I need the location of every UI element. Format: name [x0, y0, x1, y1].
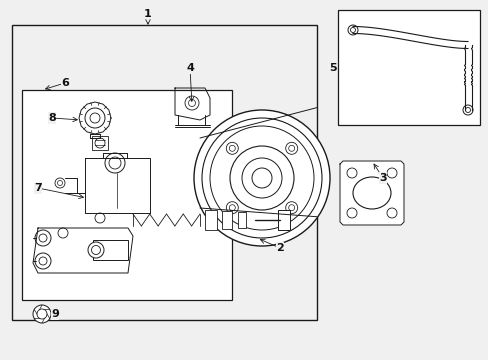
Circle shape	[202, 118, 321, 238]
Text: 7: 7	[34, 183, 42, 193]
Circle shape	[194, 110, 329, 246]
Text: 4: 4	[185, 63, 194, 73]
Text: 3: 3	[378, 173, 386, 183]
Circle shape	[209, 126, 313, 230]
Circle shape	[285, 202, 297, 214]
Circle shape	[35, 230, 51, 246]
Text: 5: 5	[328, 63, 336, 73]
Circle shape	[386, 208, 396, 218]
Circle shape	[462, 105, 472, 115]
Circle shape	[33, 305, 51, 323]
Bar	[222, 211, 231, 229]
Text: 8: 8	[48, 113, 56, 123]
Bar	[92, 136, 108, 150]
Circle shape	[95, 213, 105, 223]
Bar	[278, 210, 289, 230]
Circle shape	[35, 253, 51, 269]
Circle shape	[386, 168, 396, 178]
Circle shape	[184, 96, 199, 110]
Circle shape	[58, 228, 68, 238]
Polygon shape	[175, 88, 209, 120]
Circle shape	[229, 146, 293, 210]
Bar	[238, 212, 245, 228]
Circle shape	[88, 242, 104, 258]
Polygon shape	[79, 102, 111, 134]
Text: 9: 9	[51, 309, 59, 319]
Text: 2: 2	[276, 243, 284, 253]
Circle shape	[226, 202, 238, 214]
Circle shape	[346, 208, 356, 218]
Circle shape	[346, 168, 356, 178]
Bar	[337, 10, 479, 125]
Circle shape	[285, 142, 297, 154]
Circle shape	[226, 142, 238, 154]
Polygon shape	[33, 228, 133, 273]
Text: 6: 6	[61, 78, 69, 88]
Bar	[22, 90, 231, 300]
Polygon shape	[85, 158, 150, 213]
Bar	[204, 210, 217, 230]
Bar	[93, 240, 128, 260]
Bar	[12, 25, 316, 320]
Text: 1: 1	[144, 9, 152, 19]
Circle shape	[347, 25, 357, 35]
Circle shape	[55, 178, 65, 188]
Polygon shape	[339, 161, 403, 225]
Ellipse shape	[352, 177, 390, 209]
